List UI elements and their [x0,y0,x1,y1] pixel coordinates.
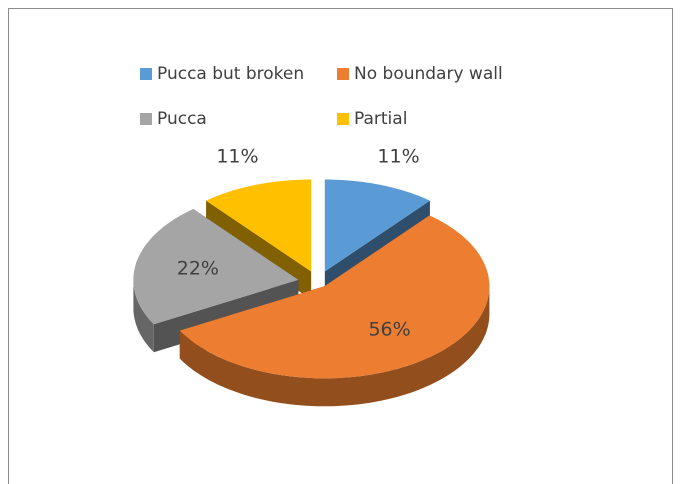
slice [133,209,299,325]
legend-label: Pucca [157,109,207,129]
legend-swatch [140,113,152,125]
legend-label: Pucca but broken [157,64,304,84]
legend-label: Partial [354,109,407,129]
data-label: 11% [216,146,258,168]
slice-side [179,286,490,407]
legend-swatch [140,68,152,80]
legend-label: No boundary wall [354,64,503,84]
legend-swatch [337,113,349,125]
slice [324,179,430,272]
legend-swatch [337,68,349,80]
slice [206,179,312,272]
data-label: 56% [368,319,410,341]
data-label: 11% [377,146,419,168]
slice [179,215,490,379]
slice-side [133,279,154,353]
data-label: 22% [177,258,219,280]
